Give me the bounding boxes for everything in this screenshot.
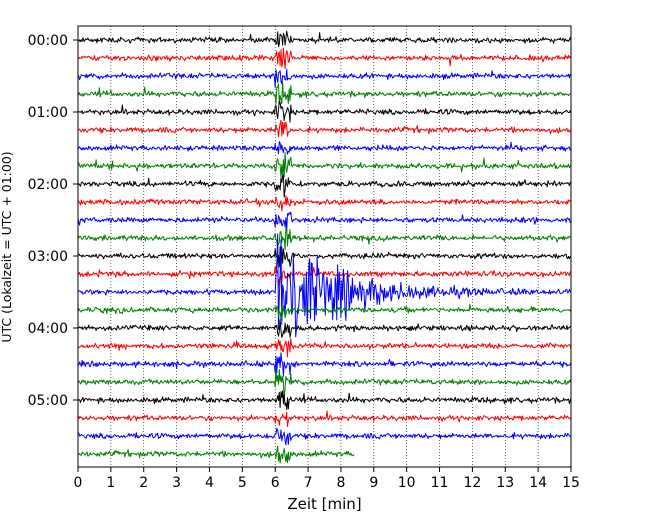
x-tick-label: 12 [463, 475, 481, 491]
seismogram-trace [77, 195, 572, 212]
y-axis-ticks: 00:00 01:00 02:00 03:00 04:00 05:00 [28, 33, 78, 409]
x-tick-label: 6 [271, 475, 280, 491]
x-tick-label: 11 [431, 475, 449, 491]
y-tick-label: 04:00 [28, 321, 68, 337]
seismogram-trace [77, 445, 355, 464]
plot-frame [77, 25, 572, 468]
seismogram-trace [77, 319, 572, 338]
seismogram-trace [77, 211, 572, 232]
x-tick-label: 15 [562, 475, 580, 491]
seismogram-trace [77, 246, 572, 268]
x-tick-label: 8 [336, 475, 345, 491]
y-tick-label: 03:00 [28, 249, 68, 265]
x-tick-label: 0 [74, 475, 83, 491]
seismogram-trace [77, 152, 572, 179]
y-tick-label: 00:00 [28, 33, 68, 49]
x-tick-label: 3 [172, 475, 181, 491]
y-tick-label: 01:00 [28, 105, 68, 121]
seismogram-trace [77, 68, 572, 88]
x-tick-label: 9 [369, 475, 378, 491]
seismogram-trace [77, 227, 572, 251]
seismogram-trace [77, 141, 572, 155]
seismogram-trace [77, 265, 571, 288]
x-tick-label: 10 [398, 475, 416, 491]
y-tick-label: 02:00 [28, 177, 68, 193]
x-tick-label: 7 [304, 475, 313, 491]
x-tick-label: 14 [529, 475, 547, 491]
seismogram-trace [77, 81, 571, 105]
seismogram-trace [77, 367, 572, 399]
seismogram-trace [78, 338, 572, 358]
seismogram-trace [77, 233, 572, 338]
seismogram-trace [77, 47, 572, 70]
seismogram-trace [78, 30, 572, 48]
x-tick-label: 2 [139, 475, 148, 491]
seismogram-trace [77, 390, 572, 411]
seismogram-trace [77, 119, 572, 138]
seismogram-trace [77, 100, 572, 123]
seismogram-trace [77, 427, 572, 446]
x-tick-label: 5 [238, 475, 247, 491]
x-tick-label: 4 [205, 475, 214, 491]
seismogram-trace [77, 352, 572, 377]
y-axis-label: UTC (Lokalzeit = UTC + 01:00) [0, 151, 14, 342]
x-tick-label: 13 [496, 475, 514, 491]
seismogram-trace [77, 174, 572, 198]
seismogram-traces [77, 30, 572, 464]
x-axis-ticks: 0 1 2 3 4 5 6 7 8 9 10 11 12 13 14 15 [74, 467, 580, 491]
y-tick-label: 05:00 [28, 393, 68, 409]
x-axis-label: Zeit [min] [287, 495, 361, 513]
seismogram-trace [77, 410, 572, 427]
x-tick-label: 1 [106, 475, 115, 491]
seismogram-trace [77, 303, 572, 321]
